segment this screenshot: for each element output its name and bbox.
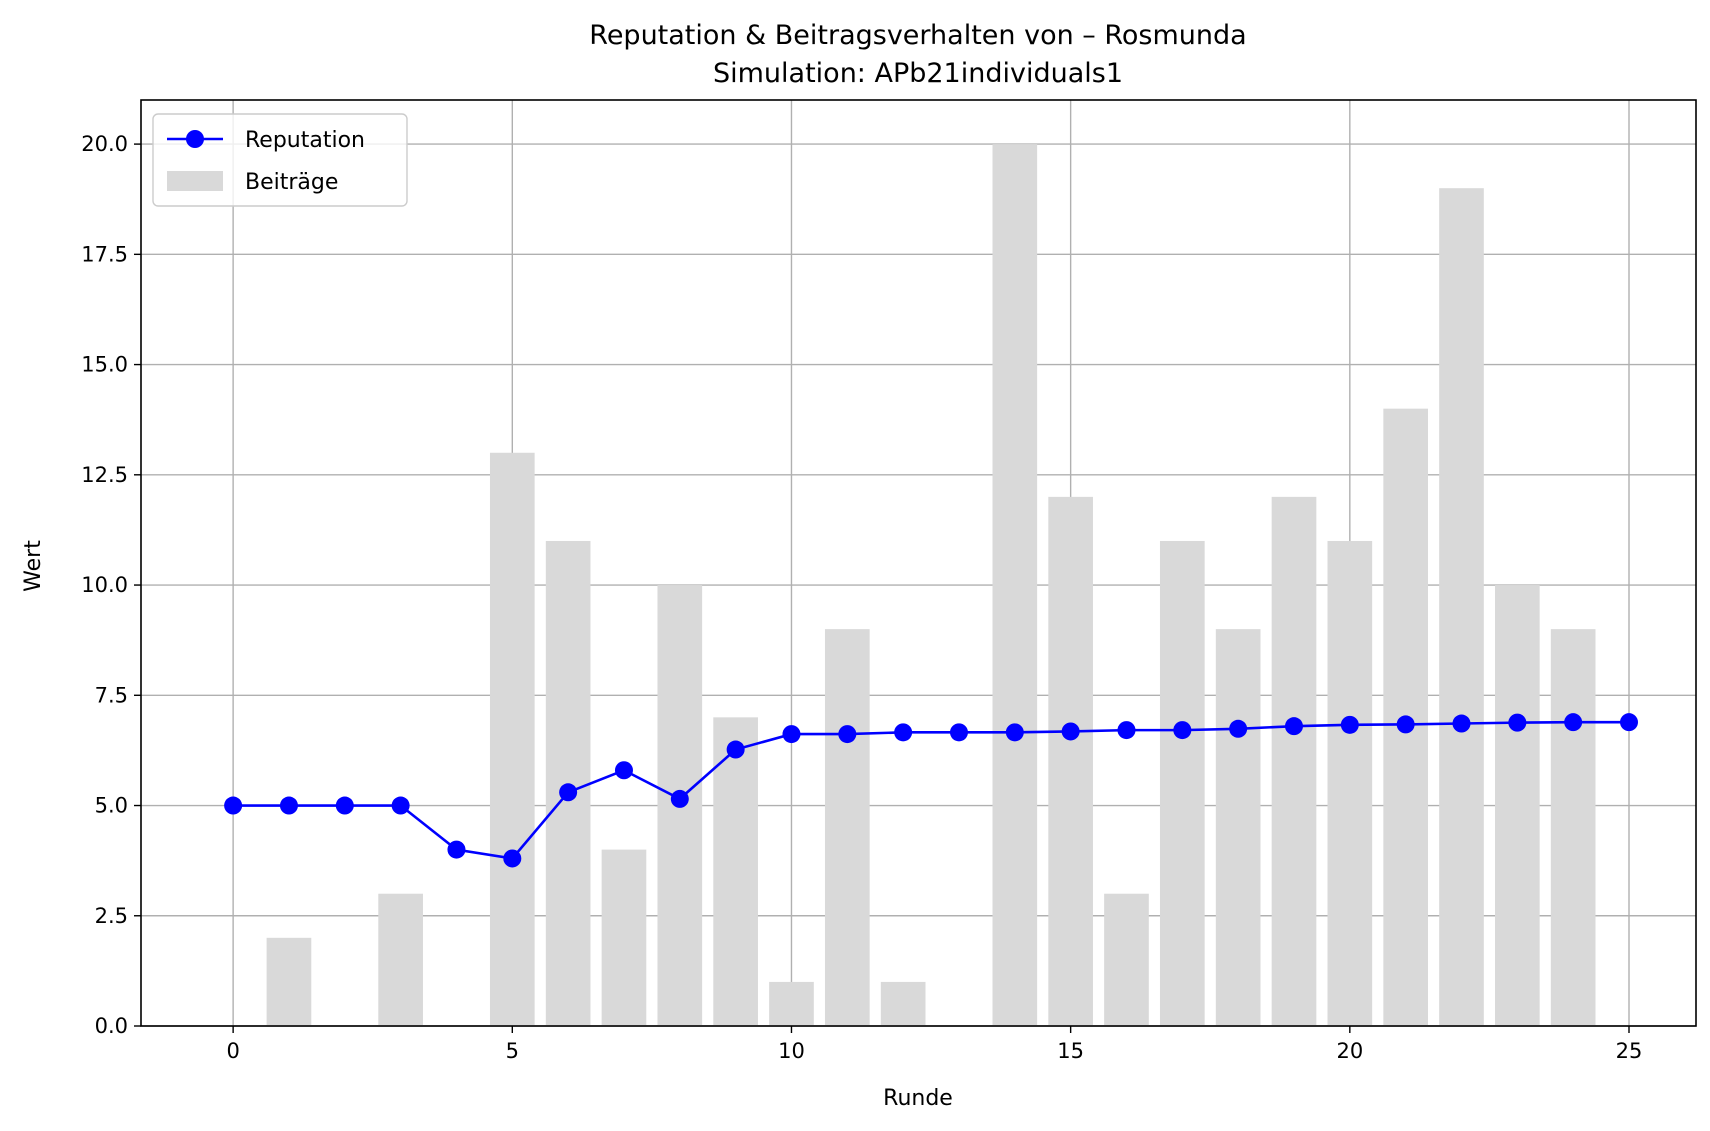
reputation-point [279, 796, 298, 815]
bar-beitraege [601, 849, 647, 1026]
reputation-point [1452, 714, 1471, 733]
bar-beitraege [266, 937, 312, 1026]
x-tick-label: 0 [226, 1039, 239, 1063]
x-tick-label: 10 [778, 1039, 805, 1063]
bar-beitraege [1494, 585, 1540, 1026]
bar-beitraege [1550, 629, 1596, 1026]
reputation-point [447, 840, 466, 859]
bar-beitraege [713, 717, 758, 1026]
reputation-point [782, 725, 801, 744]
y-tick-label: 15.0 [81, 353, 128, 377]
bar-beitraege [992, 144, 1038, 1027]
reputation-point [224, 796, 243, 815]
chart-subtitle: Simulation: APb21individuals1 [713, 58, 1123, 89]
bar-beitraege [1271, 496, 1317, 1026]
reputation-point [726, 740, 745, 759]
reputation-point [1061, 722, 1080, 741]
legend-beitraege-label: Beiträge [245, 170, 338, 195]
reputation-line [233, 720, 1629, 860]
bar-beitraege [1104, 893, 1149, 1026]
legend-reputation-label: Reputation [245, 128, 365, 153]
reputation-point [1340, 715, 1359, 734]
reputation-point [838, 725, 857, 744]
bar-beitraege [1439, 188, 1484, 1026]
reputation-point [1508, 713, 1527, 732]
reputation-point [614, 761, 633, 780]
y-tick-label: 17.5 [81, 242, 128, 266]
bar-beitraege [824, 629, 870, 1026]
legend-reputation-marker [186, 130, 204, 148]
reputation-point [1173, 721, 1192, 740]
y-axis-label: Wert [21, 540, 46, 592]
plot-frame [140, 99, 1697, 1027]
y-tick-label: 7.5 [95, 683, 128, 707]
bar-beitraege [1159, 540, 1205, 1026]
reputation-point [1005, 723, 1024, 742]
bar-layer [266, 144, 1596, 1027]
chart-title: Reputation & Beitragsverhalten von – Ros… [589, 20, 1246, 51]
bar-beitraege [378, 893, 423, 1026]
reputation-point [949, 723, 968, 742]
x-axis-label: Runde [883, 1086, 953, 1111]
x-tick-label: 20 [1336, 1039, 1363, 1063]
y-tick-label: 20.0 [81, 132, 128, 156]
x-tick-label: 25 [1616, 1039, 1643, 1063]
bar-beitraege [1048, 496, 1093, 1026]
reputation-point [1619, 713, 1638, 732]
reputation-point [670, 789, 689, 808]
reputation-point [894, 723, 913, 742]
bar-beitraege [489, 452, 535, 1026]
bar-beitraege [1215, 629, 1261, 1026]
reputation-point [335, 796, 354, 815]
x-tick-label: 5 [506, 1039, 519, 1063]
reputation-point [1284, 717, 1303, 736]
x-tick-label: 15 [1057, 1039, 1084, 1063]
line-layer [224, 713, 1638, 868]
reputation-point [391, 796, 410, 815]
reputation-point [559, 783, 578, 802]
reputation-point [1229, 719, 1248, 738]
reputation-point [503, 849, 522, 868]
reputation-point [1117, 721, 1136, 740]
y-tick-label: 0.0 [95, 1014, 128, 1038]
y-tick-label: 2.5 [95, 904, 128, 928]
bar-beitraege [769, 981, 814, 1026]
reputation-point [1564, 713, 1583, 732]
y-tick-label: 10.0 [81, 573, 128, 597]
y-tick-label: 5.0 [95, 794, 128, 818]
bar-beitraege [880, 981, 926, 1026]
reputation-point [1396, 715, 1415, 734]
y-tick-label: 12.5 [81, 463, 128, 487]
tick-layer: 0 5 10 15 20 25 0.0 2.5 5.0 7.5 10.0 12.5 15.0 17.5 20… [81, 132, 1642, 1063]
legend: Reputation Beiträge [152, 113, 408, 207]
bar-beitraege [1327, 540, 1373, 1026]
legend-beitraege-swatch [167, 171, 223, 191]
